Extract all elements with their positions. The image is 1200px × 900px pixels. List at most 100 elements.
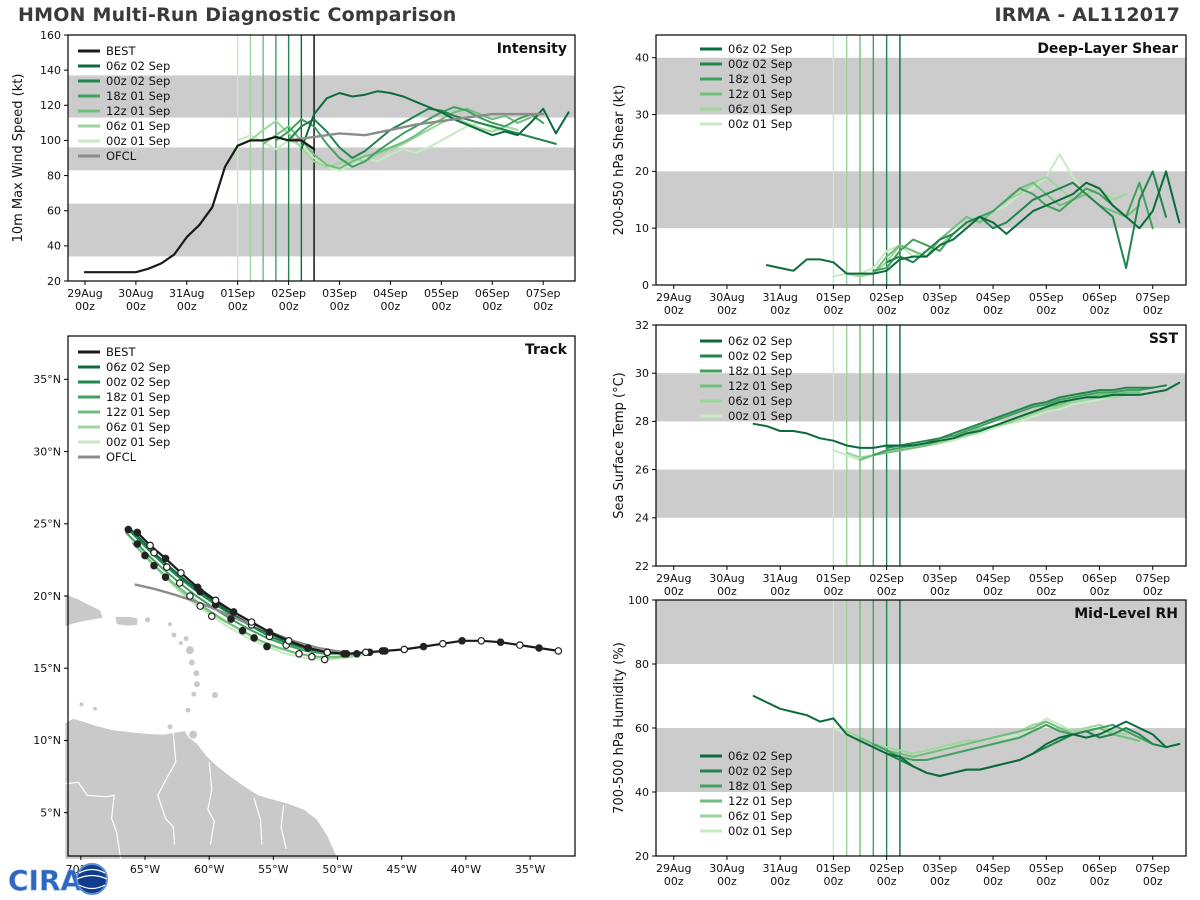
y-axis-label: 200-850 hPa Shear (kt): [612, 85, 627, 236]
legend-label: 12z 01 Sep: [106, 104, 170, 118]
x-tick-label: 04Sep: [976, 862, 1011, 875]
legend-label: 06z 02 Sep: [728, 749, 792, 763]
lon-tick-label: 40°W: [451, 863, 481, 876]
lat-tick-label: 20°N: [33, 590, 61, 603]
country-border: [157, 733, 177, 845]
track-point-filled: [250, 634, 258, 642]
x-tick-label: 00z: [482, 300, 502, 313]
island: [189, 730, 198, 739]
track-point-filled: [381, 647, 389, 655]
track-point-filled: [133, 528, 142, 537]
track-point-filled: [352, 649, 361, 658]
track-point-open: [211, 596, 220, 605]
lat-tick-label: 5°N: [40, 806, 61, 819]
track-point-open: [150, 548, 158, 557]
x-tick-label: 06Sep: [1082, 862, 1117, 875]
track-point-filled: [238, 626, 247, 635]
track-point-open: [295, 649, 303, 658]
x-tick-label: 02Sep: [869, 862, 904, 875]
x-tick-label: 00z: [1090, 585, 1110, 598]
series-line: [752, 381, 1181, 449]
island: [168, 622, 173, 627]
category-band: [656, 171, 1186, 229]
y-tick-label: 0: [642, 279, 649, 292]
y-tick-label: 140: [40, 64, 61, 77]
x-tick-label: 05Sep: [1029, 862, 1064, 875]
x-tick-label: 29Aug: [656, 862, 691, 875]
lat-tick-label: 35°N: [33, 373, 61, 386]
lat-tick-label: 30°N: [33, 445, 61, 458]
x-tick-label: 00z: [1090, 875, 1110, 888]
legend-label: 18z 01 Sep: [728, 364, 792, 378]
x-tick-label: 03Sep: [922, 291, 957, 304]
x-tick-label: 00z: [983, 585, 1003, 598]
x-tick-label: 07Sep: [526, 287, 561, 300]
legend-label: 06z 02 Sep: [106, 360, 170, 374]
lon-tick-label: 45°W: [387, 863, 417, 876]
track-line: [134, 583, 345, 654]
island: [167, 724, 173, 730]
x-tick-label: 31Aug: [762, 862, 797, 875]
x-tick-label: 30Aug: [709, 862, 744, 875]
x-tick-label: 05Sep: [1029, 572, 1064, 585]
track-point-filled: [458, 636, 466, 645]
legend-label: 06z 01 Sep: [728, 394, 792, 408]
x-tick-label: 29Aug: [67, 287, 102, 300]
track-point-open: [175, 579, 184, 587]
category-band: [68, 75, 575, 118]
legend-label: 12z 01 Sep: [728, 379, 792, 393]
x-tick-label: 00z: [824, 304, 844, 317]
track-point-open: [361, 648, 370, 657]
x-tick-label: 00z: [664, 304, 684, 317]
legend-label: BEST: [106, 44, 136, 58]
y-tick-label: 160: [40, 29, 61, 42]
x-tick-label: 30Aug: [709, 572, 744, 585]
x-tick-label: 05Sep: [1029, 291, 1064, 304]
island: [193, 670, 200, 677]
x-tick-label: 00z: [877, 304, 897, 317]
y-tick-label: 40: [635, 52, 649, 65]
legend-label: 06z 01 Sep: [106, 420, 170, 434]
legend-label: 00z 02 Sep: [728, 57, 792, 71]
track-point-open: [177, 569, 185, 577]
storm-title: IRMA - AL112017: [994, 4, 1180, 26]
legend-label: 12z 01 Sep: [728, 794, 792, 808]
track-point-open: [247, 618, 256, 626]
plot-frame: [655, 34, 1187, 286]
series-line: [236, 121, 506, 172]
x-tick-label: 00z: [877, 875, 897, 888]
plot-frame: [655, 324, 1187, 567]
x-tick-label: 00z: [126, 300, 146, 313]
y-tick-label: 120: [40, 99, 61, 112]
lat-tick-label: 25°N: [33, 518, 61, 531]
series-line: [752, 695, 1181, 777]
cira-logo: CIRA: [8, 863, 108, 897]
track-point-open: [207, 612, 216, 621]
x-tick-label: 00z: [1036, 585, 1056, 598]
lon-tick-label: 35°W: [515, 863, 545, 876]
legend-label: 06z 02 Sep: [106, 59, 170, 73]
x-tick-label: 07Sep: [1135, 291, 1170, 304]
island: [92, 706, 97, 711]
x-tick-label: 00z: [824, 875, 844, 888]
intensity-chart: 29Aug00z30Aug00z31Aug00z01Sep00z02Sep00z…: [11, 29, 576, 313]
island: [185, 707, 191, 713]
country-border: [65, 781, 122, 859]
x-tick-label: 30Aug: [118, 287, 153, 300]
x-tick-label: 04Sep: [373, 287, 408, 300]
x-tick-label: 02Sep: [869, 291, 904, 304]
x-tick-label: 00z: [983, 875, 1003, 888]
y-tick-label: 20: [635, 850, 649, 863]
y-tick-label: 80: [47, 169, 61, 182]
legend-label: 00z 01 Sep: [728, 824, 792, 838]
track-map: 70°W65°W60°W55°W50°W45°W40°W35°W5°N10°N1…: [33, 335, 576, 876]
panel-title: Intensity: [497, 41, 567, 57]
legend-label: 00z 02 Sep: [106, 375, 170, 389]
x-tick-label: 00z: [1143, 585, 1163, 598]
x-tick-label: 03Sep: [922, 862, 957, 875]
y-tick-label: 20: [47, 275, 61, 288]
track-point-open: [163, 563, 171, 571]
y-tick-label: 24: [635, 512, 649, 525]
x-tick-label: 00z: [75, 300, 95, 313]
